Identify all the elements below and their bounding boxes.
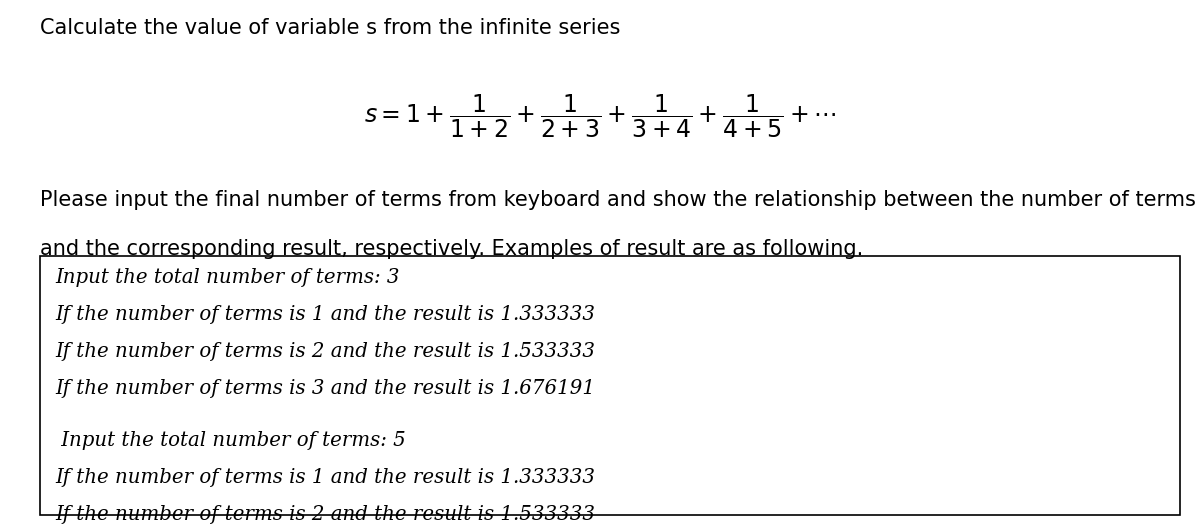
Text: If the number of terms is 3 and the result is 1.676191: If the number of terms is 3 and the resu…: [55, 379, 595, 398]
Text: If the number of terms is 2 and the result is 1.533333: If the number of terms is 2 and the resu…: [55, 342, 595, 361]
Text: Input the total number of terms: 3: Input the total number of terms: 3: [55, 268, 400, 287]
Text: $s = 1 + \dfrac{1}{1+2} + \dfrac{1}{2+3} + \dfrac{1}{3+4} + \dfrac{1}{4+5} + \cd: $s = 1 + \dfrac{1}{1+2} + \dfrac{1}{2+3}…: [364, 92, 836, 140]
Text: and the corresponding result, respectively. Examples of result are as following.: and the corresponding result, respective…: [40, 239, 863, 259]
Text: If the number of terms is 1 and the result is 1.333333: If the number of terms is 1 and the resu…: [55, 305, 595, 324]
Text: If the number of terms is 2 and the result is 1.533333: If the number of terms is 2 and the resu…: [55, 505, 595, 524]
Text: If the number of terms is 1 and the result is 1.333333: If the number of terms is 1 and the resu…: [55, 468, 595, 487]
Text: Please input the final number of terms from keyboard and show the relationship b: Please input the final number of terms f…: [40, 190, 1195, 210]
FancyBboxPatch shape: [40, 256, 1180, 515]
Text: Calculate the value of variable s from the infinite series: Calculate the value of variable s from t…: [40, 18, 620, 39]
Text: Input the total number of terms: 5: Input the total number of terms: 5: [55, 431, 406, 450]
